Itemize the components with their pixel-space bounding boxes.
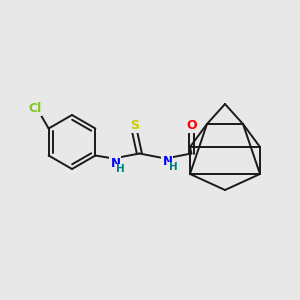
Text: Cl: Cl [28,102,41,115]
Text: N: N [110,157,120,170]
Text: S: S [130,119,139,132]
Text: N: N [162,155,172,168]
Text: O: O [186,119,197,132]
Text: H: H [169,163,178,172]
Text: H: H [116,164,125,175]
